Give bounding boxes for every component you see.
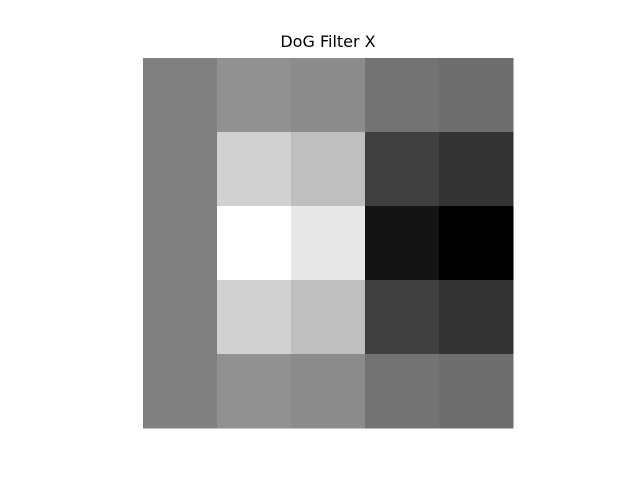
chart-title: DoG Filter X [280, 32, 376, 51]
heatmap-cell [143, 206, 218, 281]
heatmap-cell [365, 206, 440, 281]
heatmap-cell [291, 58, 366, 133]
heatmap-cell [143, 354, 218, 429]
heatmap-cell [365, 132, 440, 207]
heatmap-cell [217, 280, 292, 355]
heatmap-cell [365, 280, 440, 355]
heatmap-cell [143, 58, 218, 133]
heatmap-cell [439, 58, 514, 133]
heatmap-cell [217, 132, 292, 207]
heatmap-cell [365, 354, 440, 429]
heatmap-cell [217, 58, 292, 133]
heatmap-cell [291, 132, 366, 207]
heatmap-cell [291, 206, 366, 281]
heatmap-cell [143, 132, 218, 207]
heatmap-cell [291, 280, 366, 355]
heatmap-cell [439, 354, 514, 429]
heatmap-cell [217, 354, 292, 429]
heatmap-cell [291, 354, 366, 429]
heatmap-grid [143, 58, 514, 429]
heatmap-cell [365, 58, 440, 133]
heatmap-cell [143, 280, 218, 355]
heatmap-cell [217, 206, 292, 281]
heatmap-cell [439, 206, 514, 281]
heatmap-cell [439, 280, 514, 355]
heatmap-cell [439, 132, 514, 207]
